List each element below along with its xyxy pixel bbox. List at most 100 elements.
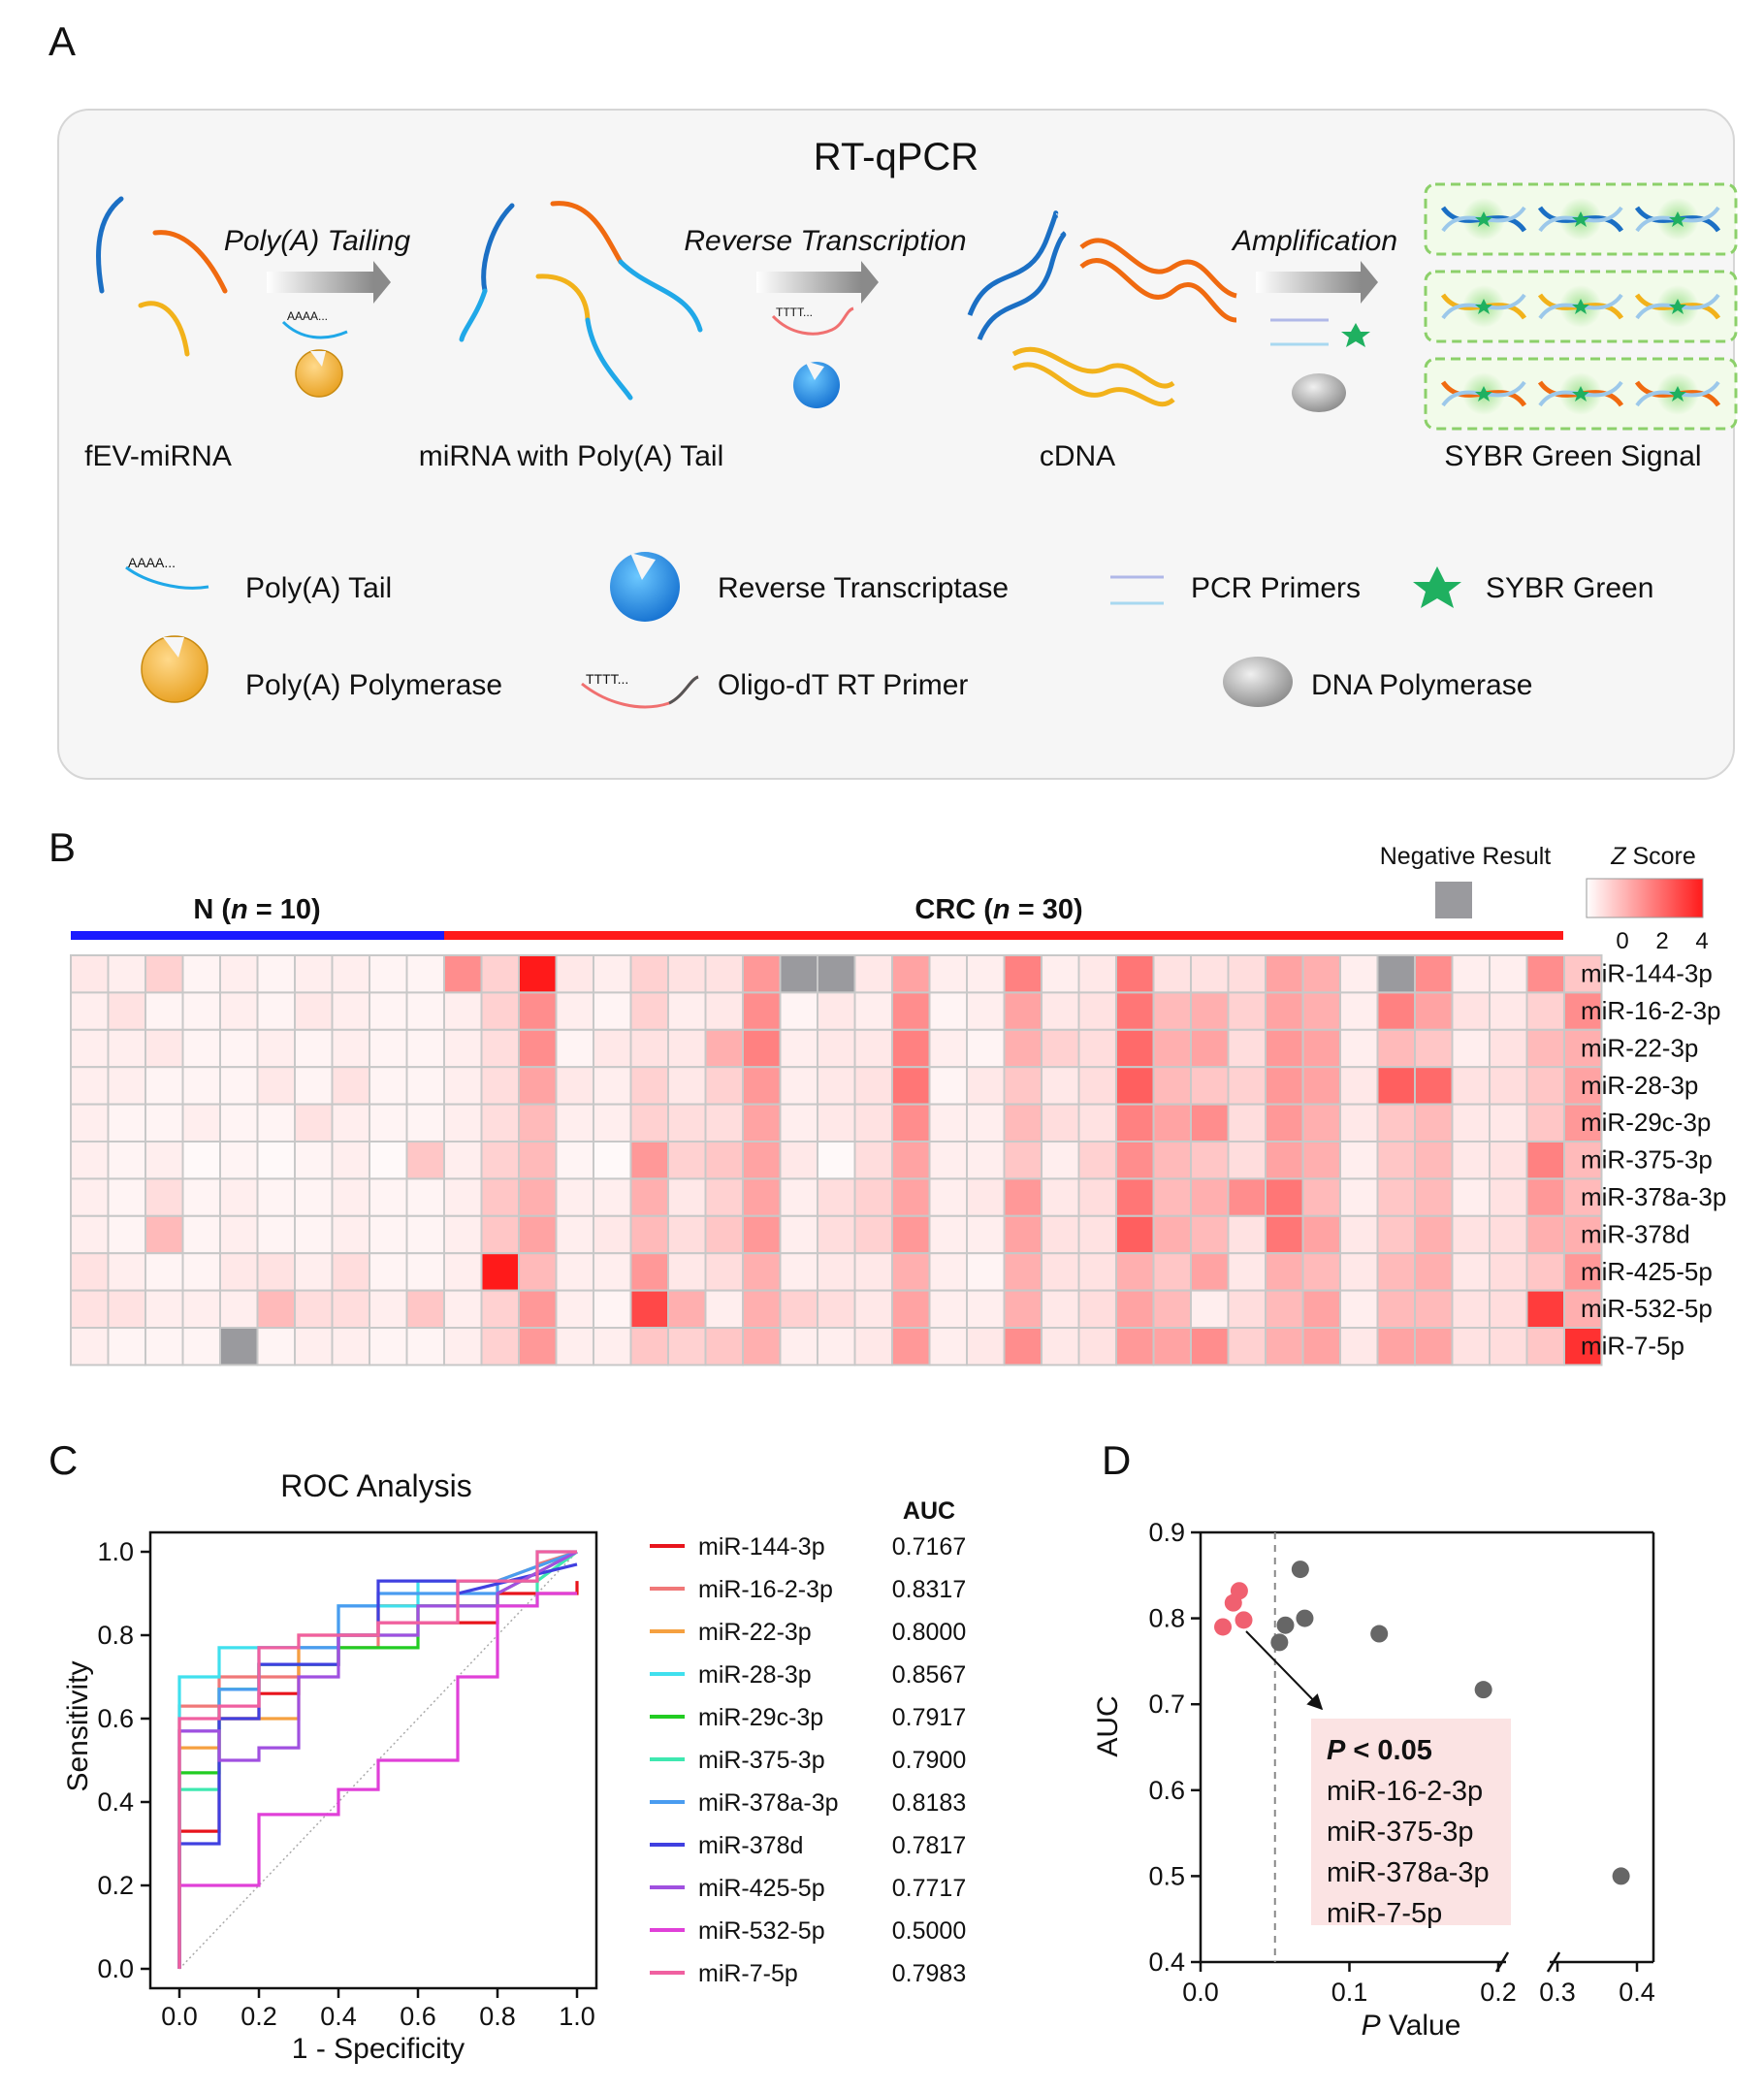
heatmap-cell: [1003, 1289, 1042, 1329]
heatmap-cell: [1115, 1214, 1155, 1255]
heatmap-cell: [1414, 954, 1454, 994]
roc-legend-item: miR-144-3p 0.7167: [650, 1533, 966, 1561]
heatmap-cell: [1152, 1141, 1192, 1180]
roc-xtick-label: 0.4: [320, 2002, 357, 2031]
heatmap-cell: [1339, 1327, 1379, 1367]
group-bar-crc: [444, 931, 1563, 940]
heatmap-cell: [853, 954, 893, 994]
heatmap-cell: [1301, 1289, 1341, 1329]
heatmap-cell: [555, 954, 594, 994]
heatmap-cell: [219, 1177, 259, 1217]
heatmap-cell: [891, 991, 931, 1031]
heatmap-cell: [443, 1252, 483, 1292]
cdna-helices-icon: [967, 210, 1237, 407]
heatmap-cell: [331, 1141, 370, 1180]
heatmap-cell: [369, 954, 408, 994]
heatmap-cell: [144, 1141, 184, 1180]
heatmap-cell: [1227, 1327, 1267, 1367]
roc-legend-item: miR-16-2-3p 0.8317: [650, 1576, 966, 1603]
heatmap-cell: [742, 1028, 782, 1069]
heatmap-cell: [1077, 954, 1117, 994]
heatmap-row-label: miR-378a-3p: [1581, 1182, 1726, 1211]
roc-ytick-label: 0.0: [97, 1954, 134, 1983]
heatmap-cell: [70, 1289, 110, 1329]
heatmap-cell: [219, 954, 259, 994]
roc-auc-value: 0.8183: [892, 1789, 966, 1817]
heatmap-cell: [704, 991, 744, 1031]
heatmap-cell: [443, 1289, 483, 1329]
heatmap-cell: [405, 1214, 445, 1255]
heatmap-cell: [817, 1103, 856, 1143]
heatmap-cell: [629, 991, 669, 1031]
sybr-signal-helices: [1440, 198, 1721, 415]
panel-letter-c: C: [48, 1437, 78, 1483]
heatmap-cell: [853, 1252, 893, 1292]
heatmap-cell: [1115, 1028, 1155, 1069]
heatmap-cell: [1041, 1141, 1080, 1180]
poly-a-polymerase-small-icon: [295, 349, 343, 398]
zscore-colorbar: [1586, 878, 1704, 918]
svg-text:Poly(A) Tail: Poly(A) Tail: [245, 572, 392, 604]
heatmap-cell: [966, 1289, 1006, 1329]
heatmap-cell: [480, 1028, 520, 1069]
heatmap-cell: [667, 1289, 707, 1329]
stage-label-sybr-green-signal: SYBR Green Signal: [1444, 440, 1701, 472]
heatmap-cell: [1265, 1214, 1304, 1255]
heatmap-cell: [405, 1177, 445, 1217]
heatmap-cell: [891, 1214, 931, 1255]
stage-label-fev-mirna: fEV-miRNA: [84, 440, 232, 472]
heatmap-cell: [593, 1214, 632, 1255]
sybr-helix-icon: [1440, 198, 1527, 241]
scatter-ytick-label: 0.9: [1148, 1518, 1185, 1547]
roc-legend-item: miR-532-5p 0.5000: [650, 1917, 966, 1945]
roc-xlabel: 1 - Specificity: [292, 2033, 465, 2065]
heatmap-cell: [1451, 954, 1491, 994]
heatmap-cell: [1489, 1252, 1528, 1292]
heatmap-cell: [667, 954, 707, 994]
heatmap-cell: [181, 1214, 221, 1255]
heatmap-cell: [1339, 1066, 1379, 1106]
scatter-point: [1474, 1681, 1492, 1699]
reverse-transcriptase-icon: [610, 552, 680, 622]
heatmap-cell: [853, 1327, 893, 1367]
roc-auc-value: 0.7983: [892, 1960, 966, 1987]
heatmap-cell: [1041, 1177, 1080, 1217]
heatmap-cell: [480, 1141, 520, 1180]
heatmap-cell: [1041, 991, 1080, 1031]
heatmap-cell: [1451, 991, 1491, 1031]
heatmap-cell: [1414, 1066, 1454, 1106]
roc-curve-mir-532-5p: [177, 1592, 577, 1969]
heatmap-row-label: miR-425-5p: [1581, 1257, 1713, 1286]
legend-dna-polymerase: DNA Polymerase: [1223, 657, 1532, 707]
heatmap: [70, 954, 1603, 1367]
heatmap-cell: [1414, 1103, 1454, 1143]
heatmap-cell: [629, 1103, 669, 1143]
heatmap-cell: [779, 1252, 818, 1292]
heatmap-cell: [1301, 1066, 1341, 1106]
heatmap-cell: [593, 1177, 632, 1217]
scatter-ytick-label: 0.6: [1148, 1776, 1185, 1805]
heatmap-cell: [817, 1289, 856, 1329]
heatmap-cell: [294, 1289, 334, 1329]
roc-legend: miR-144-3p 0.7167 miR-16-2-3p 0.8317 miR-22-…: [650, 1533, 966, 1987]
heatmap-cell: [1077, 1289, 1117, 1329]
heatmap-cell: [144, 1327, 184, 1367]
roc-auc-value: 0.7167: [892, 1533, 966, 1561]
heatmap-cell: [518, 1327, 558, 1367]
heatmap-cell: [593, 1289, 632, 1329]
heatmap-cell: [891, 954, 931, 994]
heatmap-cell: [256, 1066, 296, 1106]
group-label-n: N (n = 10): [193, 894, 320, 925]
heatmap-cell: [928, 991, 968, 1031]
heatmap-cell: [966, 991, 1006, 1031]
heatmap-cell: [1265, 1177, 1304, 1217]
heatmap-cell: [1265, 954, 1304, 994]
heatmap-cell: [144, 1066, 184, 1106]
heatmap-cell: [405, 1103, 445, 1143]
heatmap-cell: [256, 1177, 296, 1217]
heatmap-cell: [853, 1214, 893, 1255]
roc-legend-label: miR-375-3p: [698, 1747, 825, 1774]
heatmap-row-labels: miR-144-3p miR-16-2-3p miR-22-3p miR-28-3p m…: [1581, 959, 1726, 1361]
heatmap-cell: [1376, 954, 1416, 994]
